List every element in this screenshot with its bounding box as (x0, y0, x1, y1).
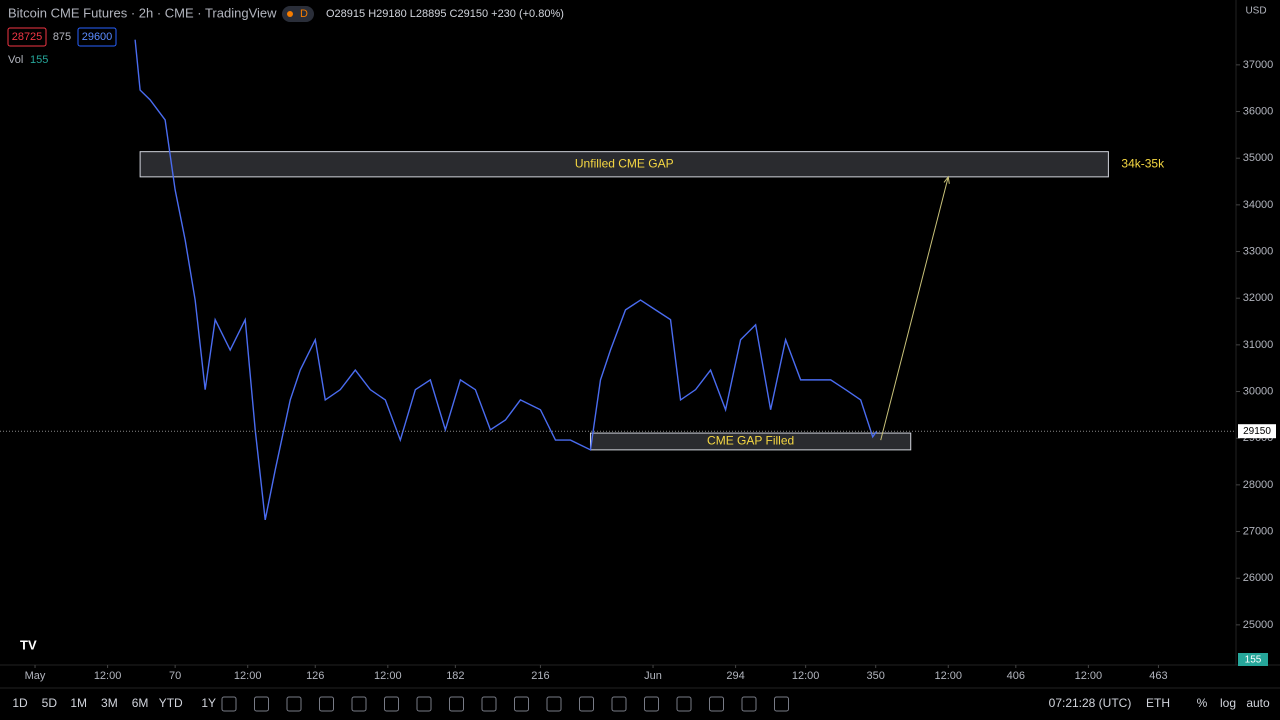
x-tick-label: 12:00 (935, 670, 963, 682)
bid-box[interactable] (7, 27, 47, 47)
x-tick-label: 70 (169, 670, 181, 682)
price-line (134, 39, 878, 521)
drawing-tool[interactable] (514, 696, 529, 712)
y-tick-label: 28000 (1243, 479, 1274, 491)
y-tick-label: 27000 (1243, 525, 1274, 537)
symbol-title: Bitcoin CME Futures · 2h · CME · Trading… (8, 5, 277, 20)
drawing-tool[interactable] (449, 696, 464, 712)
range-button[interactable]: 6M (132, 696, 149, 710)
drawing-tool[interactable] (709, 696, 724, 712)
y-tick-label: 32000 (1243, 292, 1274, 304)
range-button[interactable]: 1D (12, 696, 28, 710)
range-button[interactable]: 5D (42, 696, 58, 710)
last-price-label: 29150 (1243, 426, 1271, 437)
y-tick-label: 30000 (1243, 385, 1274, 397)
x-tick-label: 294 (726, 670, 744, 682)
y-tick-label: 31000 (1243, 339, 1274, 351)
x-tick-label: 126 (306, 670, 324, 682)
last-price-box (1238, 424, 1276, 439)
badge-bg (282, 6, 314, 22)
drawing-tool[interactable] (579, 696, 594, 712)
drawing-tool[interactable] (384, 696, 399, 712)
session[interactable]: ETH (1146, 696, 1170, 710)
zone-label: Unfilled CME GAP (575, 156, 674, 170)
range-button[interactable]: YTD (159, 696, 183, 710)
x-tick-label: 12:00 (1075, 670, 1103, 682)
y-tick-label: 26000 (1243, 572, 1274, 584)
x-tick-label: 12:00 (374, 670, 402, 682)
range-button[interactable]: 1Y (201, 696, 216, 710)
ask-box[interactable] (77, 27, 117, 47)
currency: USD (1245, 6, 1266, 17)
drawing-tool[interactable] (254, 696, 269, 712)
x-tick-label: 350 (867, 670, 885, 682)
zone-side-label: 34k-35k (1121, 156, 1165, 170)
y-tick-label: 36000 (1243, 105, 1274, 117)
drawing-tool[interactable] (416, 696, 432, 712)
badge-dot (287, 11, 293, 17)
drawing-tool[interactable] (319, 696, 334, 712)
x-tick-label: 12:00 (94, 670, 122, 682)
ask: 29600 (82, 31, 113, 43)
drawing-tool[interactable] (774, 696, 789, 712)
arrow-head (943, 175, 950, 184)
range-button[interactable]: 3M (101, 696, 118, 710)
bid: 28725 (12, 31, 43, 43)
volume-value: 155 (30, 54, 48, 66)
x-tick-label: 406 (1007, 670, 1025, 682)
drawing-tool[interactable] (611, 696, 627, 712)
y-tick-label: 34000 (1243, 199, 1274, 211)
ohlc: O28915 H29180 L28895 C29150 +230 (+0.80%… (326, 8, 564, 20)
drawing-tool[interactable] (644, 696, 659, 712)
gap-zone (589, 432, 912, 451)
drawing-tool[interactable] (741, 696, 757, 712)
x-tick-label: May (25, 670, 46, 682)
axis-option[interactable]: % (1197, 696, 1208, 710)
x-tick-label: 12:00 (234, 670, 262, 682)
volume-box (1238, 653, 1268, 666)
x-tick-label: 12:00 (792, 670, 820, 682)
x-tick-label: 216 (531, 670, 549, 682)
gap-zone (139, 151, 1109, 178)
arrow (880, 176, 949, 441)
y-tick-label: 37000 (1243, 59, 1274, 71)
range-button[interactable]: 1M (70, 696, 87, 710)
logo: TV (20, 637, 37, 652)
volume-axis-label: 155 (1245, 655, 1262, 666)
drawing-tool[interactable] (221, 696, 237, 712)
drawing-tool[interactable] (481, 696, 497, 712)
axis-option[interactable]: log (1220, 696, 1236, 710)
volume-label: Vol (8, 54, 23, 66)
zone-label: CME GAP Filled (707, 434, 794, 448)
badge: D (300, 8, 308, 20)
y-tick-label: 33000 (1243, 245, 1274, 257)
drawing-tool[interactable] (546, 696, 562, 712)
drawing-tool[interactable] (286, 696, 302, 712)
x-tick-label: 463 (1149, 670, 1167, 682)
x-tick-label: Jun (644, 670, 662, 682)
drawing-tool[interactable] (351, 696, 367, 712)
y-tick-label: 25000 (1243, 619, 1274, 631)
clock: 07:21:28 (UTC) (1049, 696, 1132, 710)
axis-option[interactable]: auto (1246, 696, 1270, 710)
x-tick-label: 182 (446, 670, 464, 682)
spread: 875 (53, 31, 71, 43)
drawing-tool[interactable] (676, 696, 692, 712)
y-tick-label: 35000 (1243, 152, 1274, 164)
